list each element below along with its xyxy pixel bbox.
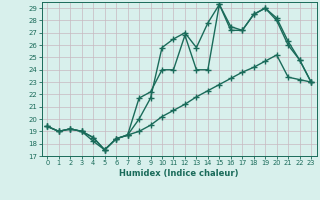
X-axis label: Humidex (Indice chaleur): Humidex (Indice chaleur) (119, 169, 239, 178)
